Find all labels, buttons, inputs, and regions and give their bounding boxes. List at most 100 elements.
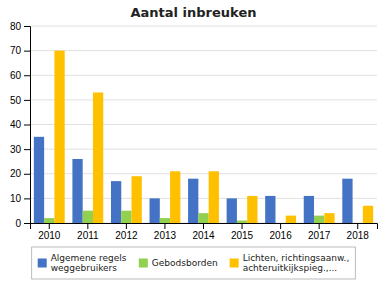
tick: 80 — [10, 21, 30, 32]
tick-label: 2018 — [347, 230, 370, 241]
tick-label: 70 — [10, 45, 22, 56]
bar — [265, 196, 275, 223]
tick-mark — [280, 223, 281, 229]
tick-label: 0 — [15, 218, 21, 229]
tick: 30 — [10, 144, 30, 155]
tick-mark — [357, 223, 358, 229]
grid-line — [30, 99, 377, 100]
tick-mark — [203, 223, 204, 229]
title: Aantal inbreuken — [131, 5, 257, 20]
bar — [54, 51, 64, 223]
series — [54, 51, 373, 223]
grid-line — [30, 124, 377, 125]
chart: Aantal inbreuken010203040506070802010201… — [0, 0, 387, 283]
tick: 2013 — [154, 223, 177, 241]
bar — [227, 198, 237, 223]
legend-frame — [32, 247, 356, 279]
tick-mark — [164, 223, 165, 229]
bar — [93, 92, 103, 223]
x-axis: 2010 2011 2012 2013 2014 2015 2016 2017 2018 — [31, 223, 378, 241]
bar — [121, 211, 131, 223]
legend-swatch — [38, 259, 47, 268]
plot: 0102030405060708020102011201220132014201… — [10, 21, 378, 241]
bar — [160, 218, 170, 223]
tick-mark — [24, 75, 30, 76]
tick: 2011 — [77, 223, 99, 241]
axis-line — [31, 224, 378, 230]
tick-label: 40 — [10, 119, 22, 130]
bar — [209, 171, 219, 223]
tick-label: 20 — [10, 168, 22, 179]
series — [44, 211, 324, 223]
bar — [247, 196, 257, 223]
series — [34, 137, 353, 223]
bar — [188, 179, 198, 223]
tick: 60 — [10, 70, 30, 81]
tick: 50 — [10, 95, 30, 106]
bar — [72, 159, 82, 223]
tick: 40 — [10, 119, 30, 130]
bar — [304, 196, 314, 223]
bar — [353, 223, 363, 224]
tick-mark — [319, 223, 320, 229]
grid-line — [30, 26, 377, 27]
legend: Algemene regelsweggebruikers Gebodsborden… — [32, 247, 356, 279]
bar — [150, 198, 160, 223]
tick-mark — [24, 26, 30, 27]
bar — [198, 213, 208, 223]
tick-mark — [87, 223, 88, 229]
tick-label: 80 — [10, 21, 22, 32]
tick-label: 2010 — [38, 230, 61, 241]
tick-label: 10 — [10, 193, 22, 204]
bar — [314, 216, 324, 223]
bar — [286, 216, 296, 223]
legend-label: Gebodsborden — [152, 258, 218, 268]
tick: 70 — [10, 45, 30, 56]
tick-mark — [24, 100, 30, 101]
tick-label: 2014 — [192, 230, 215, 241]
bar — [83, 211, 93, 223]
tick-mark — [126, 223, 127, 229]
legend-item: Lichten, richtingsaanw.,achteruitkijkspi… — [230, 253, 350, 273]
tick-mark — [24, 198, 30, 199]
bar — [111, 181, 121, 223]
legend-swatch — [139, 259, 148, 268]
bar — [363, 206, 373, 223]
tick-label: 2015 — [231, 230, 254, 241]
grid — [30, 26, 377, 223]
legend-label: Algemene regelsweggebruikers — [51, 253, 127, 273]
bar — [275, 223, 285, 224]
tick-mark — [24, 223, 30, 224]
bars — [34, 51, 373, 223]
tick: 20 — [10, 168, 30, 179]
tick: 2010 — [38, 223, 61, 241]
tick-mark — [49, 223, 50, 229]
bar — [324, 213, 334, 223]
tick-label: 2017 — [308, 230, 331, 241]
grid-line — [30, 149, 377, 150]
tick-label: 30 — [10, 144, 22, 155]
tick-label: 60 — [10, 70, 22, 81]
tick-mark — [24, 51, 30, 52]
grid-line — [30, 50, 377, 51]
tick: 2014 — [192, 223, 215, 241]
legend-swatch — [230, 259, 239, 268]
bar — [237, 221, 247, 223]
tick-label: 2011 — [77, 230, 99, 241]
tick: 0 — [15, 218, 30, 229]
tick: 2015 — [231, 223, 254, 241]
tick-label: 2016 — [269, 230, 292, 241]
bar — [34, 137, 44, 223]
legend-item: Gebodsborden — [139, 258, 218, 268]
bar — [170, 171, 180, 223]
tick: 10 — [10, 193, 30, 204]
bar — [44, 218, 54, 223]
tick-mark — [24, 149, 30, 150]
legend-item: Algemene regelsweggebruikers — [38, 253, 127, 273]
tick-label: 2012 — [115, 230, 138, 241]
bar — [342, 179, 352, 223]
tick: 2017 — [308, 223, 331, 241]
tick-mark — [242, 223, 243, 229]
grid-line — [30, 75, 377, 76]
tick-mark — [24, 125, 30, 126]
